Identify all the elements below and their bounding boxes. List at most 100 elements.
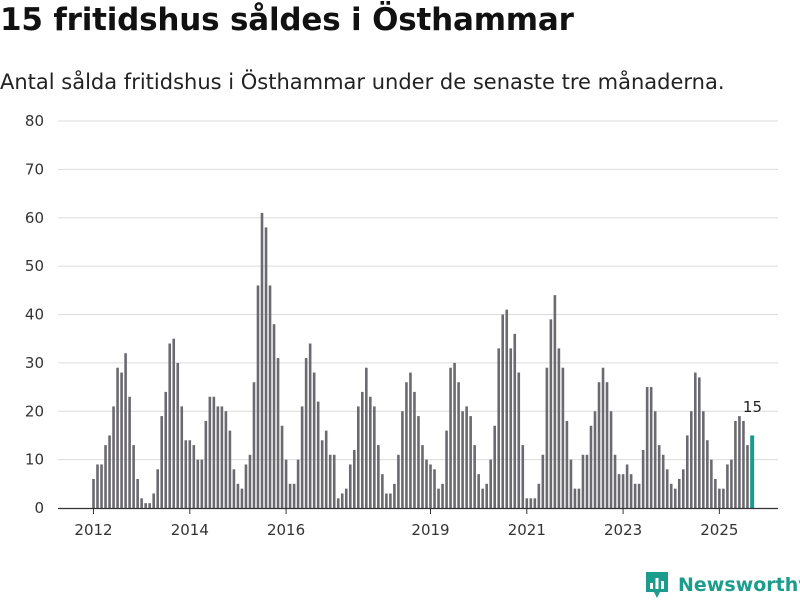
bar	[405, 382, 408, 508]
bar	[136, 478, 139, 508]
bar	[385, 493, 388, 508]
bar	[272, 324, 276, 508]
bar	[425, 459, 428, 509]
bar	[348, 464, 352, 508]
bar	[160, 416, 163, 508]
bar	[710, 459, 713, 509]
bar	[601, 367, 605, 508]
bar	[196, 459, 200, 509]
bar	[260, 212, 264, 508]
bar	[248, 454, 252, 508]
bar	[441, 483, 444, 508]
bar	[409, 372, 412, 508]
bar	[625, 464, 629, 508]
bar	[461, 411, 464, 508]
bar	[284, 459, 288, 509]
x-tick-label: 2021	[508, 521, 546, 539]
bar	[296, 459, 300, 509]
bar	[465, 406, 468, 508]
bar	[549, 319, 553, 508]
bar	[204, 420, 208, 508]
bar	[565, 420, 569, 508]
bar	[493, 425, 496, 508]
bar	[649, 387, 653, 508]
bar	[577, 488, 581, 508]
bar	[104, 445, 107, 508]
bar	[308, 343, 312, 508]
bar	[557, 348, 561, 508]
bar	[208, 396, 212, 508]
x-tick-label: 2019	[411, 521, 449, 539]
bar	[316, 401, 320, 508]
bar	[252, 382, 256, 508]
bar	[637, 483, 641, 508]
bar	[352, 449, 356, 508]
bar	[617, 474, 621, 508]
bar	[722, 488, 725, 508]
highlight-value-label: 15	[743, 398, 762, 416]
bar	[172, 338, 176, 508]
newsworthy-brand[interactable]: Newsworthy	[644, 570, 800, 600]
bar	[689, 411, 693, 508]
bar	[365, 367, 368, 508]
y-axis-ticks: 0 10 20 30 40 50 60 70 80	[25, 112, 44, 517]
bar	[168, 343, 172, 508]
bar	[220, 406, 224, 508]
bar	[445, 430, 448, 508]
bar	[613, 454, 617, 508]
bar	[581, 454, 585, 508]
y-tick-label: 20	[25, 402, 44, 420]
bar	[180, 406, 184, 508]
bar	[304, 358, 308, 508]
bar	[633, 483, 637, 508]
bar	[116, 367, 119, 508]
bar	[164, 391, 168, 508]
bar	[184, 440, 188, 508]
bar	[132, 445, 135, 508]
bar	[373, 406, 376, 508]
bar	[192, 445, 196, 508]
bar	[661, 454, 665, 508]
bar	[112, 406, 115, 508]
bar	[96, 464, 99, 508]
grid-lines	[58, 120, 778, 461]
bar	[513, 333, 517, 508]
bar	[92, 478, 95, 508]
bar	[417, 416, 420, 508]
bar	[706, 440, 709, 508]
bar	[481, 488, 484, 508]
bar	[228, 430, 232, 508]
bar	[597, 382, 601, 508]
bar	[340, 493, 344, 508]
bar	[726, 464, 729, 508]
bar	[361, 391, 364, 508]
bar	[533, 498, 537, 508]
bar	[356, 406, 360, 508]
bar	[288, 483, 292, 508]
bar	[545, 367, 549, 508]
bar	[324, 430, 328, 508]
bar	[280, 425, 284, 508]
bar	[501, 314, 505, 508]
bar	[621, 474, 625, 508]
bar	[734, 420, 737, 508]
bar	[469, 416, 472, 508]
bar	[569, 459, 573, 509]
bar	[573, 488, 577, 508]
bar	[694, 372, 697, 508]
bar	[377, 445, 380, 508]
bar	[665, 469, 669, 508]
bar	[124, 353, 127, 508]
data-labels: 15	[743, 398, 762, 416]
bar	[521, 445, 525, 508]
bar	[497, 348, 501, 508]
bar	[609, 411, 613, 508]
bar	[629, 474, 633, 508]
bar	[553, 295, 557, 508]
y-tick-label: 80	[25, 112, 44, 130]
bar	[738, 416, 741, 508]
bar	[505, 309, 509, 508]
bar	[714, 478, 717, 508]
bar	[393, 483, 396, 508]
x-tick-label: 2012	[74, 521, 112, 539]
